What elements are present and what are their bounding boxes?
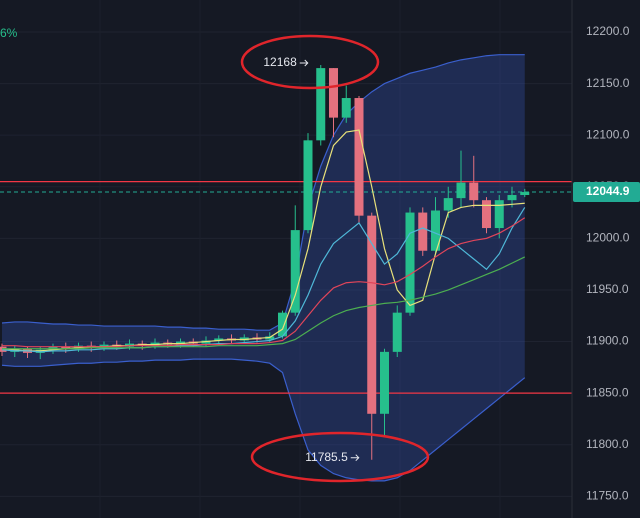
candle-body: [418, 212, 428, 251]
candle-body: [520, 192, 530, 196]
price-axis: 12200.012150.012100.012050.012000.011950…: [573, 24, 640, 503]
annotation-label: 12168: [263, 55, 297, 69]
y-tick-label: 12200.0: [586, 24, 630, 38]
y-tick-label: 11850.0: [586, 385, 629, 399]
band-fill: [2, 54, 525, 481]
band-lower: [1, 358, 526, 482]
annotation-arrow: [299, 59, 309, 67]
moving-average: [2, 217, 526, 348]
candle-body: [354, 98, 364, 216]
y-tick-label: 12100.0: [586, 127, 630, 141]
moving-averages: [1, 129, 526, 353]
candle-body: [341, 98, 351, 118]
highlight-ellipse: [240, 34, 380, 90]
candle-body: [405, 212, 415, 313]
moving-average: [2, 256, 526, 350]
candle-body: [494, 200, 504, 229]
y-tick-label: 11750.0: [586, 489, 629, 503]
last-price-label: 12044.9: [586, 184, 630, 198]
candle-body: [367, 215, 377, 414]
candle-body: [329, 68, 338, 118]
candle-body: [303, 140, 313, 231]
y-tick-label: 12150.0: [586, 76, 630, 90]
candle-body: [278, 312, 287, 337]
candle-body: [482, 200, 491, 229]
candle-body: [443, 198, 453, 211]
y-tick-label: 12000.0: [586, 231, 630, 245]
candle-body: [380, 351, 389, 414]
bollinger-band: [1, 54, 526, 482]
candle-body: [61, 346, 71, 349]
last-price-box: [573, 182, 640, 203]
band-upper: [1, 54, 525, 331]
candle-body: [507, 195, 517, 201]
y-tick-label: 11900.0: [586, 334, 629, 348]
annotation-label: 11785.5: [305, 450, 348, 464]
candle-body: [431, 210, 440, 251]
candle-body: [214, 338, 224, 341]
highlight-ellipse: [250, 431, 430, 483]
annotations: 12168 11785.5: [240, 34, 430, 483]
candle-body: [316, 68, 326, 141]
candle-body: [392, 312, 402, 352]
moving-average: [1, 207, 526, 353]
candle-body: [290, 230, 300, 313]
y-tick-label: 11950.0: [586, 282, 629, 296]
candle-body: [456, 182, 466, 199]
y-tick-label: 11800.0: [586, 437, 629, 451]
candle-body: [469, 182, 479, 201]
annotation-arrow: [350, 454, 360, 462]
corner-text: 6%: [0, 26, 18, 40]
